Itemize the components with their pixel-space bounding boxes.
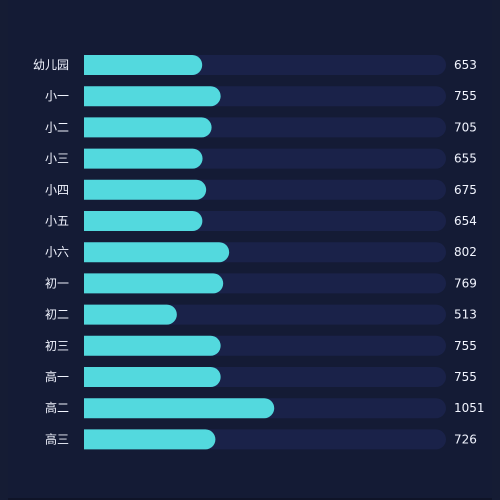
category-label: 初二 [45, 308, 69, 322]
bar[interactable] [84, 335, 221, 356]
value-label: 726 [454, 432, 477, 446]
value-label: 675 [454, 183, 477, 197]
bar-row: 小二 705 [45, 117, 477, 138]
bar[interactable] [84, 117, 212, 138]
category-label: 初一 [45, 276, 69, 290]
bar[interactable] [84, 179, 207, 200]
bar-row: 高三 726 [45, 429, 477, 450]
category-label: 幼儿园 [33, 58, 69, 72]
bar-row: 初二 513 [45, 304, 477, 325]
bar[interactable] [84, 429, 216, 450]
bar-row: 小三 655 [45, 148, 477, 169]
category-label: 小三 [45, 152, 69, 166]
bar[interactable] [84, 148, 203, 169]
category-label: 小六 [45, 245, 69, 259]
value-label: 755 [454, 370, 477, 384]
bar-row: 小六 802 [45, 242, 477, 263]
bar[interactable] [84, 367, 221, 387]
bar-row: 小五 654 [45, 211, 477, 231]
value-label: 705 [454, 120, 477, 134]
chart-panel: 幼儿园 653 小一 755 小二 705 小三 655 小四 675 小五 654 小六 802 初一 76… [8, 0, 492, 500]
category-label: 小四 [45, 183, 69, 197]
category-label: 小二 [45, 120, 69, 134]
bar[interactable] [84, 398, 275, 419]
bar-row: 小一 755 [45, 86, 477, 107]
value-label: 654 [454, 214, 477, 228]
bar-row: 初三 755 [45, 335, 477, 356]
bar[interactable] [84, 211, 203, 231]
value-label: 769 [454, 276, 477, 290]
bar-row: 初一 769 [45, 273, 477, 294]
bar-row: 小四 675 [45, 179, 477, 200]
category-label: 高一 [45, 369, 69, 384]
bar-row: 幼儿园 653 [33, 55, 477, 75]
value-label: 755 [454, 339, 477, 353]
bar-row: 高二 1051 [45, 398, 485, 419]
bar[interactable] [84, 55, 203, 75]
bar[interactable] [84, 304, 177, 325]
category-label: 小一 [45, 89, 69, 103]
bar-chart: 幼儿园 653 小一 755 小二 705 小三 655 小四 675 小五 654 小六 802 初一 76… [33, 55, 485, 450]
value-label: 653 [454, 58, 477, 72]
bar[interactable] [84, 86, 221, 107]
category-label: 高二 [45, 400, 69, 415]
bar[interactable] [84, 242, 230, 263]
value-label: 802 [454, 245, 477, 259]
value-label: 655 [454, 152, 477, 166]
category-label: 小五 [45, 214, 69, 228]
bar[interactable] [84, 273, 224, 294]
value-label: 755 [454, 89, 477, 103]
category-label: 高三 [45, 431, 69, 446]
value-label: 1051 [454, 401, 485, 415]
bar-row: 高一 755 [45, 367, 477, 387]
category-label: 初三 [45, 339, 69, 353]
value-label: 513 [454, 308, 477, 322]
